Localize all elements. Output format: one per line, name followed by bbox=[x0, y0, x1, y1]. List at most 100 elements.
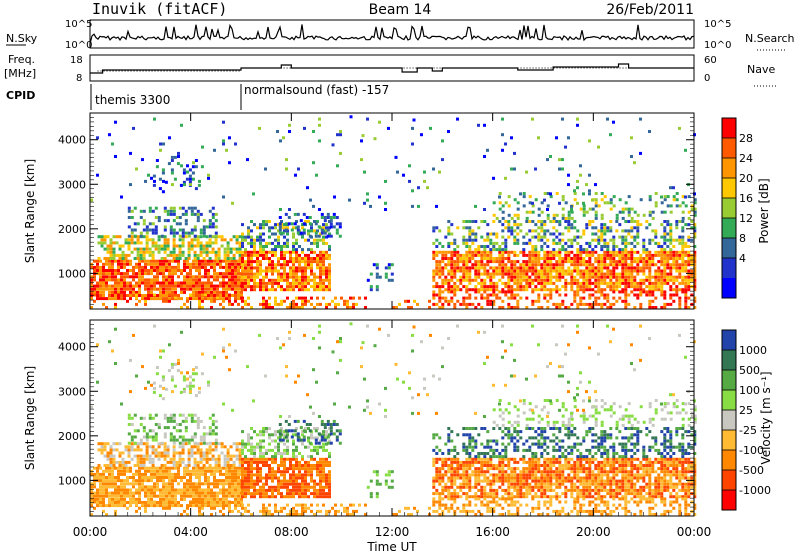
power-cell bbox=[129, 294, 132, 297]
power-cell bbox=[564, 279, 567, 282]
power-cell bbox=[480, 273, 483, 276]
power-cell bbox=[622, 211, 625, 214]
power-cell bbox=[197, 238, 200, 241]
power-cell bbox=[502, 217, 505, 220]
velocity-cell bbox=[162, 501, 165, 504]
velocity-cell bbox=[216, 470, 219, 473]
power-cell bbox=[182, 245, 185, 248]
power-cell bbox=[141, 275, 144, 278]
power-cell bbox=[159, 263, 162, 266]
power-cell bbox=[432, 285, 435, 288]
velocity-cell bbox=[171, 504, 174, 507]
power-cell bbox=[567, 270, 570, 273]
power-cell bbox=[292, 282, 295, 285]
power-cell bbox=[663, 233, 666, 236]
power-cell bbox=[200, 251, 203, 254]
power-cell bbox=[237, 260, 240, 263]
power-cell bbox=[633, 266, 636, 269]
power-cell bbox=[183, 288, 186, 291]
power-cell bbox=[279, 229, 282, 232]
power-cell bbox=[322, 266, 325, 269]
power-cell bbox=[687, 223, 690, 226]
velocity-cell bbox=[105, 482, 108, 485]
power-cell bbox=[435, 266, 438, 269]
power-cell bbox=[286, 251, 289, 254]
velocity-cell bbox=[123, 501, 126, 504]
power-cell bbox=[247, 279, 250, 282]
power-cell bbox=[159, 297, 162, 300]
power-cell bbox=[346, 300, 349, 303]
power-cell bbox=[259, 273, 262, 276]
velocity-cell bbox=[268, 467, 271, 470]
velocity-cell bbox=[295, 473, 298, 476]
power-colorbar-swatch bbox=[722, 238, 736, 259]
power-cell bbox=[132, 266, 135, 269]
velocity-cell bbox=[268, 473, 271, 476]
velocity-cell bbox=[173, 464, 176, 467]
power-cell bbox=[603, 242, 606, 245]
power-cell bbox=[468, 257, 471, 260]
velocity-cell bbox=[234, 492, 237, 495]
power-cell bbox=[111, 269, 114, 272]
power-cell bbox=[271, 279, 274, 282]
velocity-cell bbox=[101, 442, 104, 445]
power-cell bbox=[262, 279, 265, 282]
power-cell bbox=[570, 205, 573, 208]
power-cell bbox=[654, 273, 657, 276]
power-cell bbox=[153, 263, 156, 266]
power-cell bbox=[138, 294, 141, 297]
power-cell bbox=[663, 254, 666, 257]
velocity-cell bbox=[140, 461, 143, 464]
velocity-cell bbox=[162, 375, 165, 378]
velocity-cell bbox=[185, 420, 188, 423]
power-cell bbox=[447, 290, 450, 293]
velocity-cell bbox=[289, 473, 292, 476]
power-cell bbox=[588, 257, 591, 260]
power-cell bbox=[171, 282, 174, 285]
power-cell bbox=[201, 291, 204, 294]
power-cell bbox=[642, 257, 645, 260]
power-cell bbox=[195, 187, 198, 190]
power-cell bbox=[177, 260, 180, 263]
power-cell bbox=[201, 263, 204, 266]
power-cell bbox=[213, 297, 216, 300]
power-cell bbox=[538, 214, 541, 217]
power-cell bbox=[558, 279, 561, 282]
power-cell bbox=[510, 233, 513, 236]
power-cell bbox=[307, 276, 310, 279]
power-cell bbox=[322, 251, 325, 254]
velocity-cell bbox=[114, 467, 117, 470]
power-cell bbox=[162, 190, 165, 193]
power-cell bbox=[111, 294, 114, 297]
power-cell bbox=[588, 270, 591, 273]
power-cell bbox=[525, 273, 528, 276]
power-cell bbox=[441, 297, 444, 300]
power-cell bbox=[600, 303, 603, 306]
power-cell bbox=[678, 276, 681, 279]
power-cell bbox=[499, 192, 502, 195]
velocity-cell bbox=[113, 458, 116, 461]
velocity-cell bbox=[155, 423, 158, 426]
power-cell bbox=[435, 226, 438, 229]
power-cell bbox=[606, 282, 609, 285]
power-cell bbox=[669, 279, 672, 282]
velocity-cell bbox=[144, 492, 147, 495]
power-cell bbox=[684, 270, 687, 273]
power-cell bbox=[549, 266, 552, 269]
velocity-cell bbox=[262, 477, 265, 480]
velocity-cell bbox=[134, 414, 137, 417]
power-cell bbox=[489, 251, 492, 254]
velocity-cell bbox=[191, 439, 194, 442]
power-cell bbox=[576, 124, 579, 127]
power-cell bbox=[280, 285, 283, 288]
power-cell bbox=[411, 205, 414, 208]
velocity-cell bbox=[164, 445, 167, 448]
velocity-cell bbox=[164, 414, 167, 417]
power-cell bbox=[186, 272, 189, 275]
power-cell bbox=[301, 270, 304, 273]
power-cell bbox=[627, 285, 630, 288]
velocity-cell bbox=[129, 470, 132, 473]
power-cell bbox=[289, 254, 292, 257]
power-cell bbox=[552, 233, 555, 236]
power-cell bbox=[312, 130, 315, 133]
